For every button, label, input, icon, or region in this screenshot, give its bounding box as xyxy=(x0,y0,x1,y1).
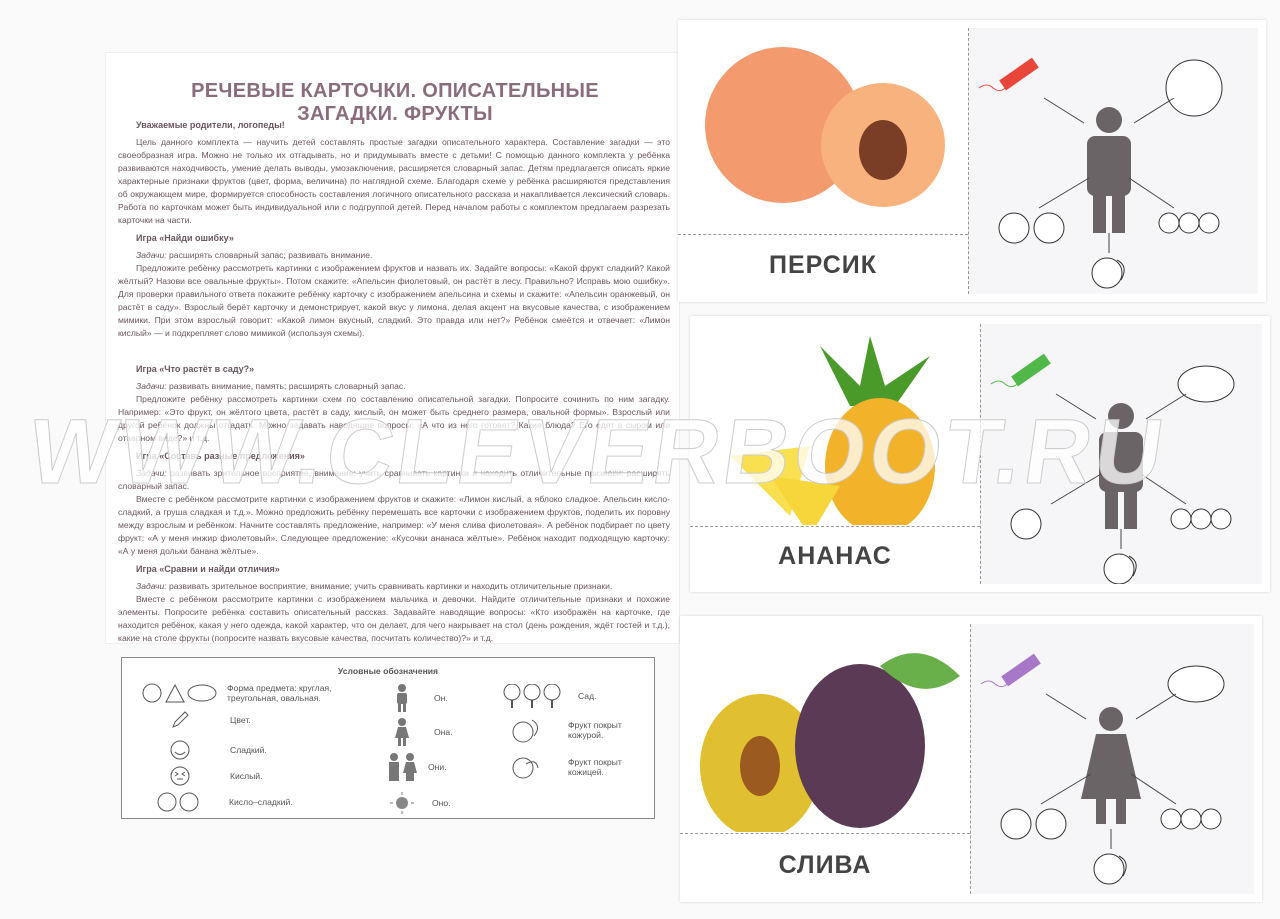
riddle-scheme xyxy=(968,28,1258,294)
fruit-cover-icon xyxy=(1093,853,1127,885)
garden-icon xyxy=(1170,508,1232,530)
garden-trees-icon xyxy=(503,684,561,708)
fruit-cover-icon xyxy=(1091,257,1125,289)
page-title: РЕЧЕВЫЕ КАРТОЧКИ. ОПИСАТЕЛЬНЫЕ ЗАГАДКИ. … xyxy=(191,80,599,125)
pencil-icon xyxy=(980,653,1041,688)
arrows xyxy=(1050,393,1187,549)
greeting: Уважаемые родители, логопеды! xyxy=(136,120,285,130)
game-title: Игра «Найди ошибку» xyxy=(136,233,234,243)
arrows xyxy=(1038,97,1175,253)
cut-line xyxy=(678,234,968,236)
legend-box: Условные обозначения Форма предмета: кру… xyxy=(121,657,655,819)
game-title: Игра «Сравни и найди отличия» xyxy=(136,564,280,574)
task-label: Задачи: xyxy=(136,381,167,391)
garden-icon xyxy=(1160,808,1222,830)
faces-icon xyxy=(998,212,1065,244)
fruit-image xyxy=(700,653,960,838)
game-title: Игра «Составь разные предложения» xyxy=(136,451,305,461)
game-text: Предложите ребёнку рассмотреть картинки … xyxy=(118,263,670,338)
legend-garden: Сад. xyxy=(578,691,597,701)
pencil-icon xyxy=(990,353,1051,388)
game-text: Вместе с ребёнком рассмотрите картинки с… xyxy=(118,494,670,556)
fruit-cover-icon xyxy=(1103,553,1137,585)
fruit-picture xyxy=(688,30,958,234)
sweet-sour-faces-icon xyxy=(157,792,199,812)
fruit-image xyxy=(730,336,935,536)
task-label: Задачи: xyxy=(136,468,167,478)
boy-icon xyxy=(397,684,407,712)
legend-shape: Форма предмета: круглая, треугольная, ов… xyxy=(227,683,332,703)
task-label: Задачи: xyxy=(136,581,167,591)
riddle-scheme xyxy=(970,624,1254,894)
children-icon xyxy=(389,753,417,781)
fruit-card: ПЕРСИК xyxy=(678,20,1266,302)
riddle-scheme xyxy=(980,324,1262,585)
task-text: расширять словарный запас; развивать вни… xyxy=(166,250,373,260)
skin-icon xyxy=(512,757,539,779)
game-text: Вместе с ребёнком рассмотрите картинки с… xyxy=(118,594,670,643)
sun-icon xyxy=(390,792,414,814)
shapes-icon xyxy=(142,683,217,703)
legend-he: Он. xyxy=(434,693,448,703)
legend-they: Они. xyxy=(428,762,447,772)
faces-icon xyxy=(1010,508,1042,540)
scheme-diagram xyxy=(980,653,1225,885)
intro-section: Уважаемые родители, логопеды! Цель данно… xyxy=(118,114,670,340)
sweet-face-icon xyxy=(170,740,190,760)
garden-icon xyxy=(1158,212,1220,234)
games-section: Игра «Что растёт в саду?» Задачи: развив… xyxy=(118,358,670,645)
fruit-image xyxy=(705,47,945,207)
pencil-icon xyxy=(172,711,189,728)
legend-title: Условные обозначения xyxy=(337,666,439,676)
fruit-card: СЛИВА xyxy=(680,616,1262,902)
arrows xyxy=(1040,693,1177,849)
shape-oval-icon xyxy=(1177,365,1235,403)
shape-oval-icon xyxy=(1165,59,1223,117)
girl-icon xyxy=(395,718,409,746)
task-text: развивать внимание, память; расширять сл… xyxy=(166,381,406,391)
scheme-diagram xyxy=(978,57,1223,289)
fruit-picture xyxy=(690,626,960,838)
legend-color: Цвет. xyxy=(230,715,251,725)
instruction-sheet xyxy=(105,52,680,644)
shape-oval-icon xyxy=(1167,665,1225,703)
task-text: развивать зрительное восприятие, внимани… xyxy=(118,468,670,491)
peel-icon xyxy=(512,719,538,743)
fruit-card: АНАНАС xyxy=(690,316,1270,592)
legend-peel: Фрукт покрыт кожурой. xyxy=(568,720,622,740)
legend-sweet-sour: Кисло–сладкий. xyxy=(229,797,293,807)
game-text: Предложите ребёнку рассмотреть картинки … xyxy=(118,394,670,443)
cut-line xyxy=(690,525,980,527)
faces-icon xyxy=(1000,808,1067,840)
legend-she: Она. xyxy=(434,727,453,737)
sour-face-icon xyxy=(170,766,190,786)
task-text: развивать зрительное восприятие, внимани… xyxy=(166,581,613,591)
task-label: Задачи: xyxy=(136,250,167,260)
fruit-name: АНАНАС xyxy=(778,542,892,571)
legend-skin: Фрукт покрыт кожицей. xyxy=(568,757,622,777)
legend-sweet: Сладкий. xyxy=(230,745,267,755)
fruit-name: СЛИВА xyxy=(778,850,872,879)
legend-it: Оно. xyxy=(432,798,451,808)
game-title: Игра «Что растёт в саду?» xyxy=(136,364,255,374)
intro-text: Цель данного комплекта — научить детей с… xyxy=(118,137,670,225)
fruit-picture xyxy=(700,326,970,536)
scheme-diagram xyxy=(990,353,1235,585)
legend-sour: Кислый. xyxy=(230,771,263,781)
fruit-name: ПЕРСИК xyxy=(769,251,877,280)
pencil-icon xyxy=(978,57,1039,92)
cut-line xyxy=(680,833,970,835)
